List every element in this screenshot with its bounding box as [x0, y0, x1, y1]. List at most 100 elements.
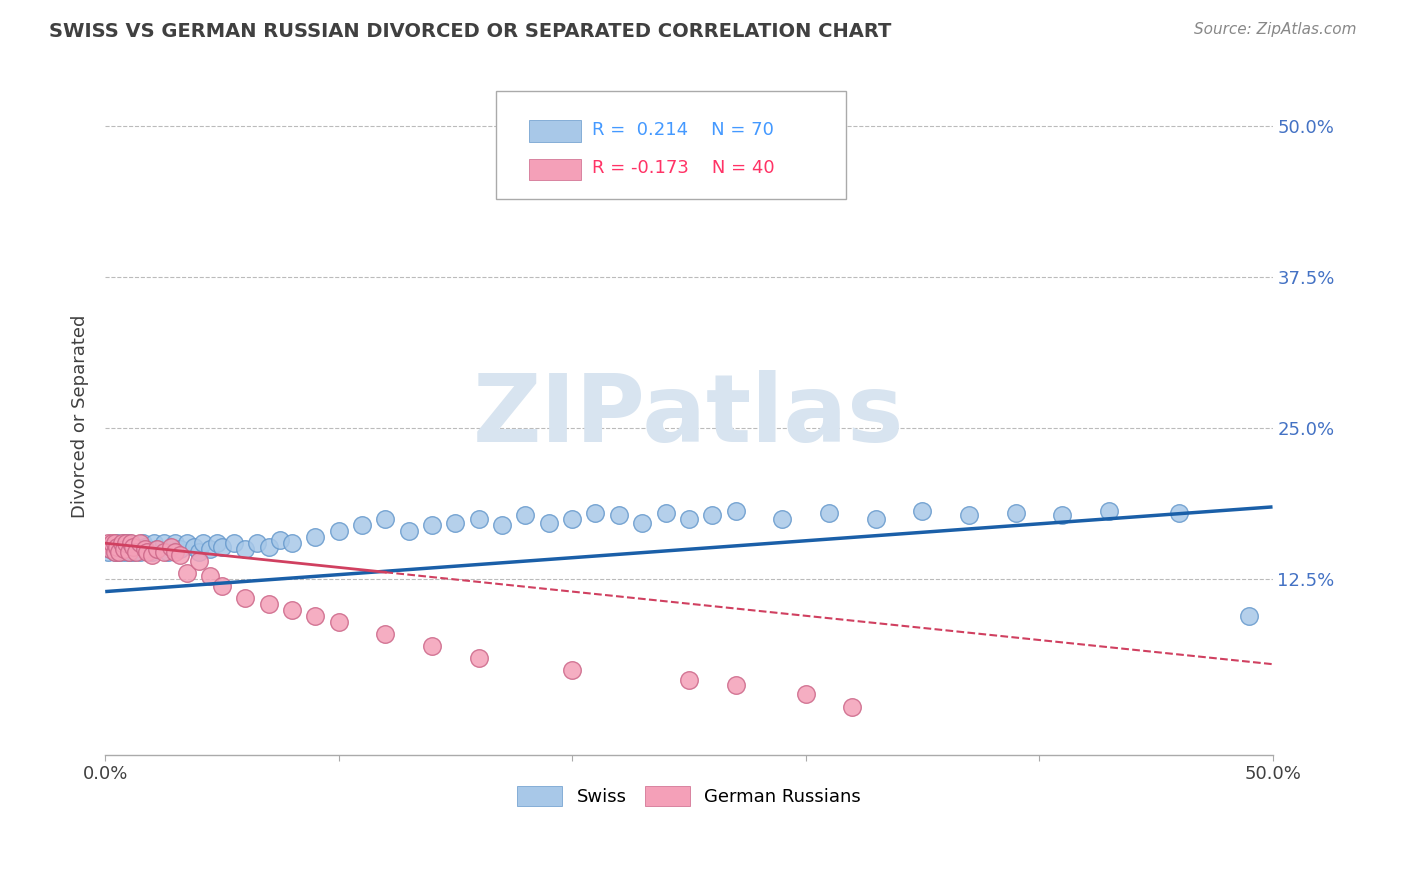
Point	[654, 506, 676, 520]
Point	[269, 533, 291, 547]
Point	[374, 627, 396, 641]
Point	[1098, 503, 1121, 517]
Point	[110, 540, 132, 554]
Point	[200, 569, 222, 583]
Point	[187, 554, 209, 568]
Point	[420, 639, 443, 653]
Legend: Swiss, German Russians: Swiss, German Russians	[509, 779, 868, 814]
Bar	[529, 159, 582, 180]
Point	[145, 542, 167, 557]
Point	[124, 540, 146, 554]
Point	[136, 542, 159, 557]
Point	[770, 512, 793, 526]
Point	[157, 544, 180, 558]
Point	[911, 503, 934, 517]
Point	[233, 591, 256, 605]
Point	[491, 518, 513, 533]
Point	[865, 512, 887, 526]
Point	[957, 508, 980, 523]
Point	[117, 544, 139, 558]
Text: ZIPatlas: ZIPatlas	[474, 370, 904, 462]
Point	[169, 542, 191, 557]
Point	[98, 542, 121, 557]
Point	[187, 544, 209, 558]
Point	[165, 536, 187, 550]
Point	[678, 673, 700, 687]
Point	[96, 544, 118, 558]
Point	[176, 566, 198, 581]
Point	[141, 549, 163, 563]
Point	[141, 544, 163, 558]
Point	[374, 512, 396, 526]
Point	[124, 544, 146, 558]
Point	[131, 536, 153, 550]
Point	[120, 542, 142, 557]
Point	[607, 508, 630, 523]
Point	[724, 503, 747, 517]
Point	[207, 536, 229, 550]
Point	[176, 536, 198, 550]
Point	[165, 544, 187, 558]
Point	[134, 542, 156, 557]
Text: R =  0.214    N = 70: R = 0.214 N = 70	[592, 120, 773, 138]
Point	[515, 508, 537, 523]
Point	[122, 540, 145, 554]
Point	[1052, 508, 1074, 523]
Point	[328, 524, 350, 538]
Point	[468, 651, 491, 665]
Point	[110, 536, 132, 550]
Point	[794, 687, 817, 701]
Y-axis label: Divorced or Separated: Divorced or Separated	[72, 315, 89, 518]
Point	[328, 615, 350, 629]
Point	[561, 512, 583, 526]
Point	[222, 536, 245, 550]
Point	[468, 512, 491, 526]
Point	[96, 536, 118, 550]
Point	[105, 540, 128, 554]
Point	[112, 544, 135, 558]
Point	[120, 536, 142, 550]
Point	[841, 699, 863, 714]
Point	[103, 544, 125, 558]
Point	[420, 518, 443, 533]
Point	[211, 540, 233, 554]
Point	[350, 518, 373, 533]
Point	[724, 678, 747, 692]
Point	[105, 536, 128, 550]
Point	[246, 536, 269, 550]
Point	[105, 542, 128, 557]
Point	[134, 540, 156, 554]
Point	[678, 512, 700, 526]
Point	[1004, 506, 1026, 520]
Point	[585, 506, 607, 520]
Point	[108, 544, 131, 558]
Point	[143, 536, 166, 550]
Point	[127, 542, 149, 557]
Point	[115, 542, 138, 557]
Point	[304, 608, 326, 623]
Point	[117, 544, 139, 558]
Point	[183, 540, 205, 554]
Text: R = -0.173    N = 40: R = -0.173 N = 40	[592, 159, 775, 178]
Point	[233, 542, 256, 557]
Point	[193, 536, 215, 550]
Point	[129, 536, 152, 550]
Point	[108, 544, 131, 558]
Point	[631, 516, 654, 530]
Point	[818, 506, 841, 520]
Point	[702, 508, 724, 523]
Point	[112, 542, 135, 557]
Point	[122, 544, 145, 558]
Point	[103, 536, 125, 550]
Point	[257, 540, 280, 554]
Point	[117, 536, 139, 550]
Point	[169, 549, 191, 563]
Point	[304, 530, 326, 544]
Point	[211, 578, 233, 592]
Point	[145, 542, 167, 557]
Point	[257, 597, 280, 611]
FancyBboxPatch shape	[496, 91, 846, 200]
Point	[129, 544, 152, 558]
Point	[281, 536, 304, 550]
Point	[561, 663, 583, 677]
